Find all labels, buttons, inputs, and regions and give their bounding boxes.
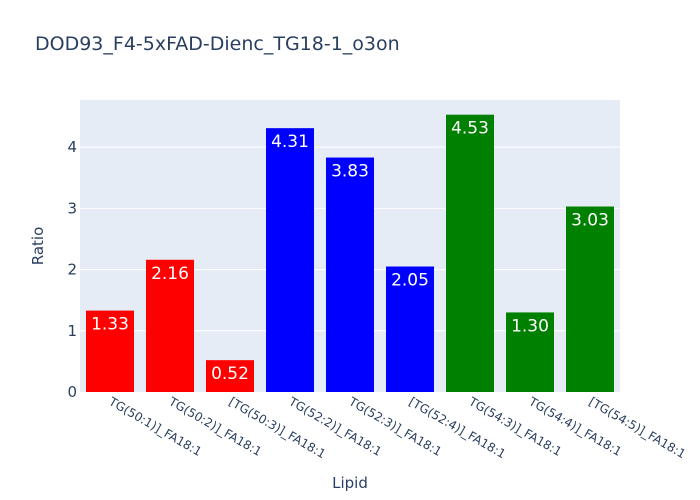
data-label: 3.03: [571, 211, 609, 231]
data-label: 4.53: [451, 119, 489, 139]
bars: [86, 114, 614, 392]
chart-title: DOD93_F4-5xFAD-Dienc_TG18-1_o3on: [35, 33, 400, 55]
data-label: 1.33: [91, 315, 129, 335]
bar: [146, 259, 194, 392]
y-tick-label: 0: [67, 383, 77, 401]
bar: [446, 114, 494, 392]
x-axis-title: Lipid: [332, 474, 368, 492]
data-label: 3.83: [331, 162, 369, 182]
y-tick-label: 2: [67, 261, 77, 279]
y-axis-ticks: 0 1 2 3 4: [67, 138, 77, 401]
bar: [386, 266, 434, 392]
data-label: 1.30: [511, 316, 549, 336]
bar: [86, 310, 134, 392]
bar: [326, 157, 374, 392]
data-label: 2.16: [151, 264, 189, 284]
y-tick-label: 3: [67, 199, 77, 217]
y-tick-label: 4: [67, 138, 77, 156]
bar: [506, 312, 554, 392]
data-label: 2.05: [391, 271, 429, 291]
bar: [566, 206, 614, 392]
y-tick-label: 1: [67, 322, 77, 340]
bar: [266, 128, 314, 392]
data-label: 0.52: [211, 364, 249, 384]
y-axis-title: Ratio: [29, 227, 47, 266]
bar-labels: 1.33 2.16 0.52 4.31 3.83 2.05 4.53 1.30 3.03: [91, 119, 609, 384]
bar: [206, 360, 254, 392]
data-label: 4.31: [271, 132, 309, 152]
